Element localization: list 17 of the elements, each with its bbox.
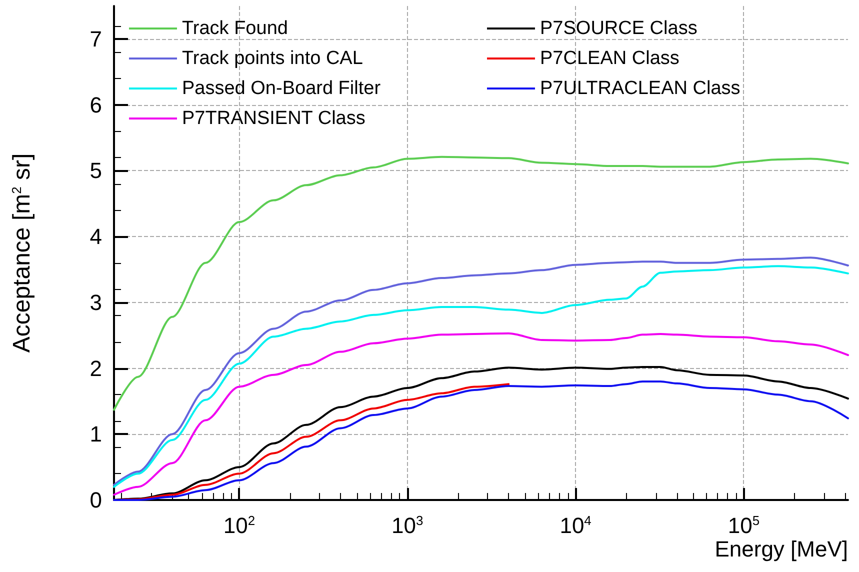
legend-label: P7CLEAN Class xyxy=(540,48,680,69)
y-axis-title: Acceptance [m2 sr] xyxy=(8,153,36,353)
legend-label: Track points into CAL xyxy=(182,48,363,69)
y-tick-label: 5 xyxy=(90,158,102,184)
y-tick-label: 2 xyxy=(90,356,102,381)
legend-label: P7TRANSIENT Class xyxy=(182,108,366,129)
legend-label: P7SOURCE Class xyxy=(540,18,698,39)
y-tick-label: 3 xyxy=(90,290,102,315)
y-tick-label: 7 xyxy=(90,26,102,52)
legend-label: Track Found xyxy=(182,18,288,39)
y-tick-label: 6 xyxy=(90,92,102,118)
y-tick-label: 4 xyxy=(90,224,102,250)
legend-label: P7ULTRACLEAN Class xyxy=(540,78,740,99)
x-axis-title: Energy [MeV] xyxy=(714,536,848,562)
legend-label: Passed On-Board Filter xyxy=(182,78,382,99)
y-tick-label: 1 xyxy=(90,422,102,447)
y-tick-label: 0 xyxy=(90,488,102,512)
